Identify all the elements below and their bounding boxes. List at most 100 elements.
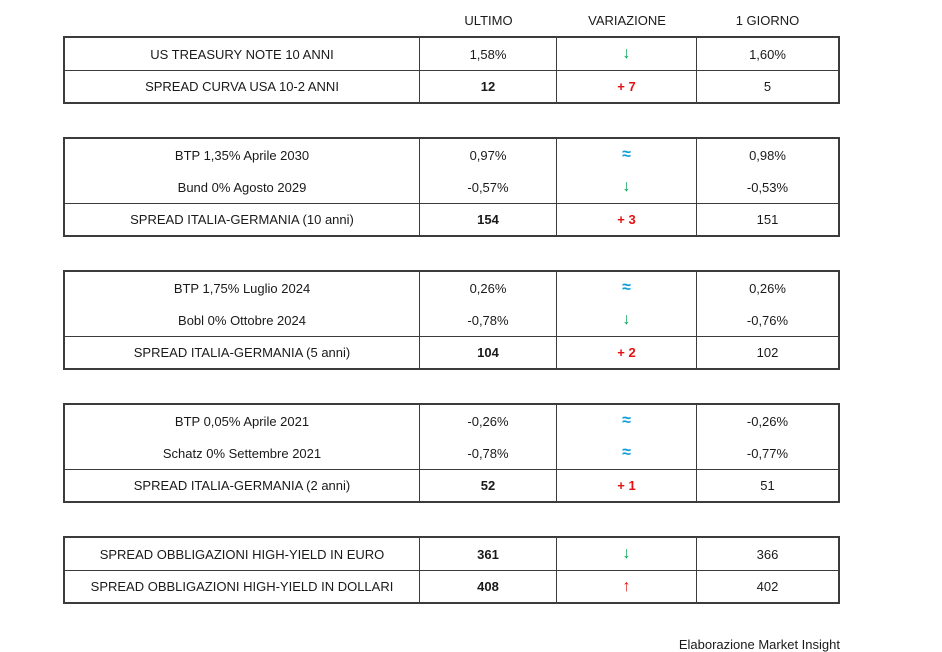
giorno-value: -0,26%: [746, 413, 789, 429]
row-label-cell: SPREAD ITALIA-GERMANIA (2 anni): [65, 470, 420, 501]
ultimo-value: 12: [480, 79, 496, 94]
giorno-value: 5: [763, 79, 772, 94]
approx-icon: ≈: [622, 444, 631, 461]
table-row: Bund 0% Agosto 2029 -0,57% ↓ -0,53%: [65, 171, 838, 203]
giorno-value-cell: 0,26%: [697, 272, 838, 304]
giorno-value-cell: 0,98%: [697, 139, 838, 171]
row-label-cell: Bund 0% Agosto 2029: [65, 171, 420, 203]
giorno-value: 102: [756, 345, 779, 360]
row-label: Schatz 0% Settembre 2021: [162, 445, 322, 461]
giorno-value: 0,98%: [749, 147, 786, 163]
ultimo-value-cell: -0,78%: [420, 304, 557, 336]
ultimo-value-cell: -0,78%: [420, 437, 557, 469]
giorno-value-cell: -0,26%: [697, 405, 838, 437]
giorno-value-cell: -0,77%: [697, 437, 838, 469]
table-row: SPREAD OBBLIGAZIONI HIGH-YIELD IN EURO 36…: [65, 538, 838, 570]
variation-delta: + 1: [617, 478, 636, 493]
ultimo-value-cell: 361: [420, 538, 557, 570]
giorno-value-cell: 102: [697, 337, 838, 368]
row-label-cell: BTP 0,05% Aprile 2021: [65, 405, 420, 437]
column-headers: ULTIMO VARIAZIONE 1 GIORNO: [63, 8, 840, 32]
ultimo-value: 52: [480, 478, 496, 493]
row-label-cell: Bobl 0% Ottobre 2024: [65, 304, 420, 336]
table-row: SPREAD OBBLIGAZIONI HIGH-YIELD IN DOLLAR…: [65, 570, 838, 602]
row-label-cell: BTP 1,35% Aprile 2030: [65, 139, 420, 171]
ultimo-value-cell: 0,26%: [420, 272, 557, 304]
table-row: BTP 0,05% Aprile 2021 -0,26% ≈ -0,26%: [65, 405, 838, 437]
approx-icon-cell: ≈: [557, 405, 697, 437]
ultimo-value-cell: 408: [420, 571, 557, 602]
giorno-value-cell: -0,76%: [697, 304, 838, 336]
table-row: SPREAD ITALIA-GERMANIA (10 anni) 154 + 3 15…: [65, 203, 838, 235]
row-label: Bobl 0% Ottobre 2024: [178, 312, 306, 328]
variation-delta: + 7: [617, 79, 636, 94]
variation-delta: + 3: [617, 212, 636, 227]
table-row: SPREAD ITALIA-GERMANIA (5 anni) 104 + 2 102: [65, 336, 838, 368]
ultimo-value-cell: 12: [420, 71, 557, 102]
row-label-cell: BTP 1,75% Luglio 2024: [65, 272, 420, 304]
approx-icon-cell: ≈: [557, 437, 697, 469]
table-2: BTP 1,35% Aprile 2030 0,97% ≈0,98% Bund 0% …: [63, 137, 840, 237]
table-3: BTP 1,75% Luglio 2024 0,26% ≈0,26% Bobl 0% …: [63, 270, 840, 370]
down-arrow-icon-cell: ↓: [557, 38, 697, 70]
down-arrow-icon: ↓: [622, 311, 631, 328]
ultimo-value: 0,97%: [469, 147, 507, 163]
ultimo-value: -0,78%: [467, 312, 509, 328]
giorno-value-cell: 366: [697, 538, 838, 570]
ultimo-value-cell: -0,26%: [420, 405, 557, 437]
approx-icon: ≈: [622, 146, 631, 163]
table-5: SPREAD OBBLIGAZIONI HIGH-YIELD IN EURO 36…: [63, 536, 840, 604]
row-label-cell: SPREAD OBBLIGAZIONI HIGH-YIELD IN EURO: [65, 538, 420, 570]
giorno-value: -0,77%: [746, 445, 789, 461]
giorno-value: 0,26%: [749, 280, 786, 296]
variation-delta-cell: + 1: [557, 470, 697, 501]
footer-credit: Elaborazione Market Insight: [678, 637, 840, 652]
ultimo-value: -0,57%: [467, 179, 509, 195]
up-arrow-icon-cell: ↑: [557, 571, 697, 602]
variation-delta-cell: + 7: [557, 71, 697, 102]
table-row: BTP 1,75% Luglio 2024 0,26% ≈0,26%: [65, 272, 838, 304]
row-label: SPREAD OBBLIGAZIONI HIGH-YIELD IN DOLLAR…: [90, 579, 394, 594]
down-arrow-icon-cell: ↓: [557, 304, 697, 336]
table-row: US TREASURY NOTE 10 ANNI 1,58% ↓ 1,60%: [65, 38, 838, 70]
row-label: SPREAD ITALIA-GERMANIA (10 anni): [130, 212, 354, 227]
column-header-giorno: 1 GIORNO: [735, 12, 800, 28]
row-label: BTP 1,75% Luglio 2024: [173, 280, 311, 296]
ultimo-value: 154: [477, 212, 499, 227]
ultimo-value-cell: 1,58%: [420, 38, 557, 70]
approx-icon: ≈: [622, 412, 631, 429]
ultimo-value: 1,58%: [469, 46, 507, 62]
ultimo-value-cell: 154: [420, 204, 557, 235]
table-row: SPREAD CURVA USA 10-2 ANNI 12 + 7 5: [65, 70, 838, 102]
variation-delta-cell: + 2: [557, 337, 697, 368]
row-label: BTP 1,35% Aprile 2030: [174, 147, 310, 163]
giorno-value: 402: [756, 579, 779, 594]
giorno-value-cell: 151: [697, 204, 838, 235]
ultimo-value-cell: 104: [420, 337, 557, 368]
row-label: BTP 0,05% Aprile 2021: [174, 413, 310, 429]
giorno-value-cell: 5: [697, 71, 838, 102]
row-label-cell: SPREAD OBBLIGAZIONI HIGH-YIELD IN DOLLAR…: [65, 571, 420, 602]
table-4: BTP 0,05% Aprile 2021 -0,26% ≈ -0,26% Schatz…: [63, 403, 840, 503]
approx-icon-cell: ≈: [557, 272, 697, 304]
up-arrow-icon: ↑: [622, 577, 631, 595]
giorno-value-cell: -0,53%: [697, 171, 838, 203]
table-1: US TREASURY NOTE 10 ANNI 1,58% ↓ 1,60% SPREA…: [63, 36, 840, 104]
down-arrow-icon-cell: ↓: [557, 171, 697, 203]
row-label: Bund 0% Agosto 2029: [177, 179, 307, 195]
table-row: SPREAD ITALIA-GERMANIA (2 anni) 52 + 1 51: [65, 469, 838, 501]
giorno-value-cell: 1,60%: [697, 38, 838, 70]
row-label: SPREAD ITALIA-GERMANIA (5 anni): [133, 345, 351, 360]
approx-icon-cell: ≈: [557, 139, 697, 171]
approx-icon: ≈: [622, 279, 631, 296]
giorno-value: -0,53%: [746, 179, 789, 195]
giorno-value: 1,60%: [749, 46, 786, 62]
bond-spreads-panel: ULTIMO VARIAZIONE 1 GIORNO US TREASURY N…: [63, 8, 840, 652]
giorno-value: 366: [756, 546, 779, 562]
ultimo-value-cell: -0,57%: [420, 171, 557, 203]
column-header-variazione: VARIAZIONE: [588, 12, 666, 28]
giorno-value: -0,76%: [746, 312, 789, 328]
ultimo-value: 361: [477, 546, 499, 562]
column-header-ultimo: ULTIMO: [464, 12, 513, 28]
table-row: BTP 1,35% Aprile 2030 0,97% ≈0,98%: [65, 139, 838, 171]
